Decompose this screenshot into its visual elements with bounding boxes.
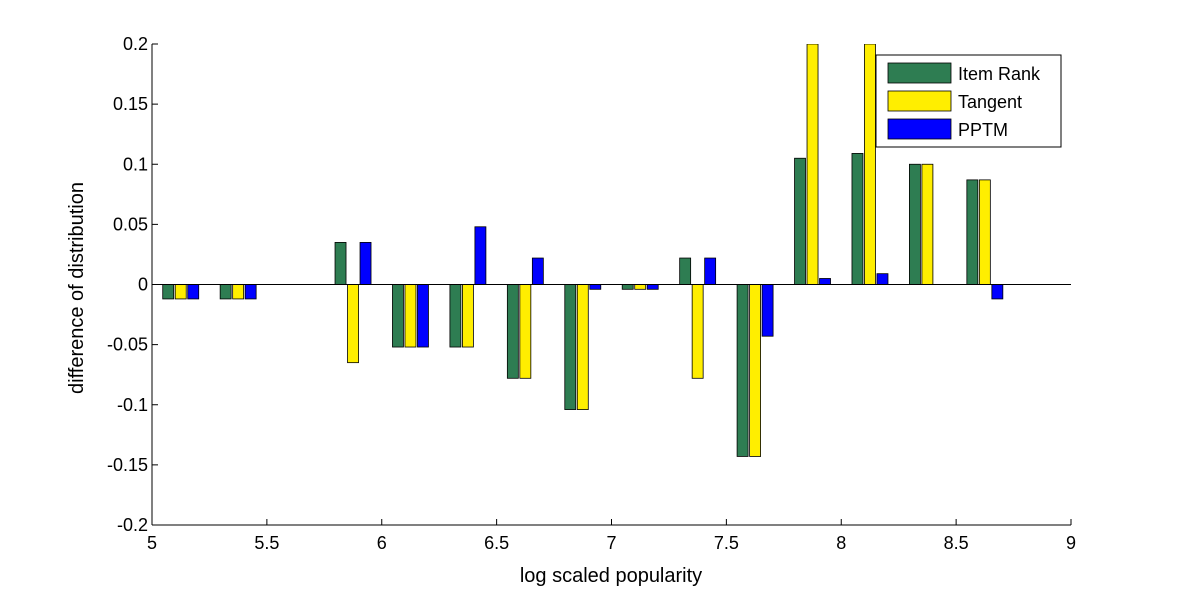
bar-pptm-7 <box>646 284 659 290</box>
legend-label-item-rank: Item Rank <box>958 64 1041 84</box>
bar-pptm-6 <box>589 284 602 290</box>
y-tick-label: 0 <box>138 275 148 295</box>
y-tick-label: -0.1 <box>117 395 148 415</box>
bar-pptm-2 <box>359 242 372 285</box>
bar-item-rank-8 <box>679 257 692 285</box>
bar-item-rank-7 <box>621 284 634 290</box>
bar-pptm-13 <box>991 284 1004 300</box>
legend-swatch-item-rank <box>887 62 952 84</box>
bar-pptm-8 <box>704 257 717 285</box>
x-tick-label: 5 <box>147 533 157 553</box>
bar-item-rank-9 <box>736 284 749 457</box>
bar-item-rank-2 <box>334 242 347 285</box>
x-tick-label: 5.5 <box>254 533 279 553</box>
bar-pptm-3 <box>417 284 429 348</box>
x-tick-label: 6 <box>377 533 387 553</box>
bar-tangent-10 <box>806 44 819 285</box>
bar-pptm-9 <box>761 284 774 337</box>
bar-pptm-5 <box>531 257 544 285</box>
y-tick-label: 0.05 <box>113 214 148 234</box>
x-tick-label: 7 <box>606 533 616 553</box>
legend: Item Rank Tangent PPTM <box>875 54 1062 148</box>
axes-layer: -0.2 -0.15 -0.1 -0.05 0 0.05 0.1 0.15 0.2 5 5.5 6 6.… <box>107 34 1076 553</box>
bar-pptm-1 <box>244 284 257 300</box>
bar-pptm-10 <box>819 278 831 285</box>
x-tick-label: 8 <box>836 533 846 553</box>
bars-layer <box>162 44 1004 457</box>
bar-pptm-11 <box>876 273 889 285</box>
legend-swatch-pptm <box>887 118 952 140</box>
bar-tangent-8 <box>691 284 704 379</box>
bar-tangent-11 <box>864 44 876 285</box>
bar-tangent-1 <box>232 284 245 300</box>
bar-tangent-6 <box>576 284 589 410</box>
bar-tangent-5 <box>519 284 532 379</box>
bar-tangent-12 <box>921 163 934 285</box>
bar-tangent-9 <box>749 284 761 457</box>
bar-pptm-4 <box>474 226 487 285</box>
bar-tangent-7 <box>634 284 647 290</box>
bar-item-rank-0 <box>162 284 175 300</box>
bar-item-rank-6 <box>564 284 577 410</box>
x-tick-label: 6.5 <box>484 533 509 553</box>
legend-label-tangent: Tangent <box>958 92 1022 112</box>
y-axis-label: difference of distribution <box>66 182 88 394</box>
bar-item-rank-12 <box>909 163 921 285</box>
bar-tangent-0 <box>174 284 187 300</box>
x-tick-label: 8.5 <box>944 533 969 553</box>
bar-item-rank-11 <box>851 153 864 285</box>
y-tick-label: 0.15 <box>113 94 148 114</box>
legend-swatch-tangent <box>887 90 952 112</box>
bar-item-rank-5 <box>506 284 519 379</box>
y-tick-label: -0.15 <box>107 455 148 475</box>
bar-item-rank-4 <box>449 284 462 348</box>
bar-pptm-0 <box>187 284 200 300</box>
y-tick-label: -0.2 <box>117 515 148 535</box>
bar-tangent-3 <box>404 284 417 348</box>
bar-item-rank-10 <box>794 157 806 285</box>
y-tick-label: -0.05 <box>107 335 148 355</box>
bar-item-rank-13 <box>966 179 979 285</box>
bar-tangent-13 <box>978 179 991 285</box>
bar-item-rank-3 <box>392 284 404 348</box>
y-tick-label: 0.1 <box>123 154 148 174</box>
x-tick-label: 7.5 <box>714 533 739 553</box>
bar-tangent-4 <box>462 284 474 348</box>
x-tick-label: 9 <box>1066 533 1076 553</box>
x-axis-label: log scaled popularity <box>520 565 702 587</box>
bar-item-rank-1 <box>219 284 232 300</box>
legend-label-pptm: PPTM <box>958 120 1008 140</box>
y-tick-label: 0.2 <box>123 34 148 54</box>
bar-tangent-2 <box>347 284 359 364</box>
